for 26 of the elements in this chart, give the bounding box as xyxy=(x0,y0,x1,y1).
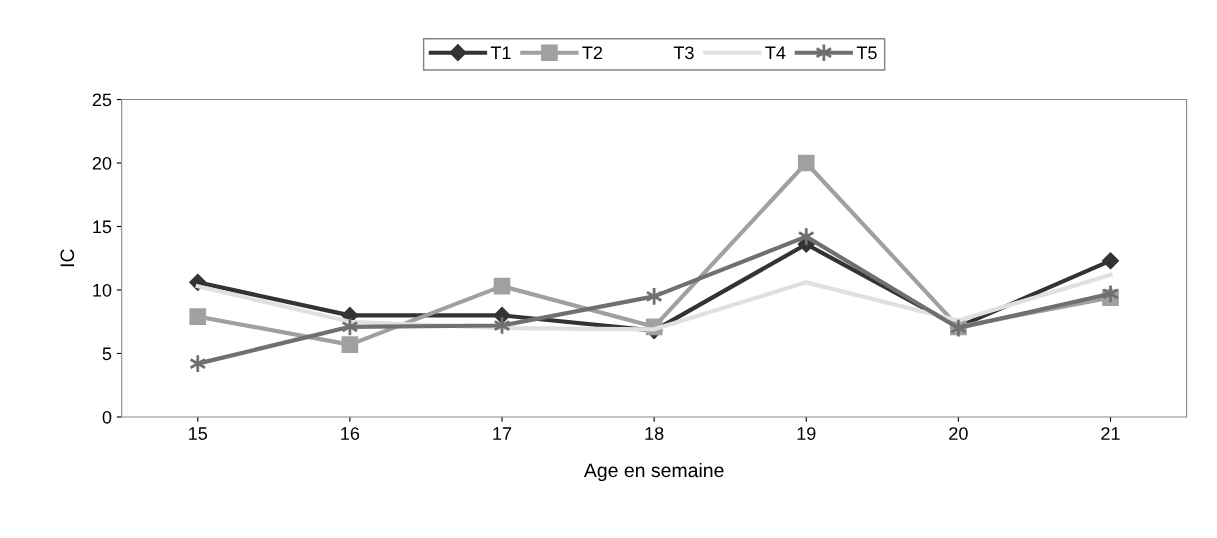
legend-label: T5 xyxy=(856,46,877,60)
x-tick-label: 16 xyxy=(341,427,360,440)
y-tick-label: 0 xyxy=(102,410,112,424)
point xyxy=(189,308,207,325)
x-axis-title: Age en semaine xyxy=(583,462,724,482)
x-tick-label: 21 xyxy=(1101,427,1120,440)
point xyxy=(341,336,359,353)
legend-label: T1 xyxy=(490,46,511,60)
y-tick-label: 10 xyxy=(93,283,112,297)
point xyxy=(493,277,511,295)
point xyxy=(797,154,815,172)
y-tick-label: 15 xyxy=(93,220,112,234)
legend-label: T2 xyxy=(582,46,603,60)
y-axis-title: IC xyxy=(60,249,75,267)
legend-label: T4 xyxy=(765,46,786,60)
x-tick-label: 19 xyxy=(797,427,816,440)
y-tick-label: 20 xyxy=(92,156,112,170)
y-tick-label: 25 xyxy=(92,93,112,107)
point xyxy=(1101,252,1120,270)
x-tick-label: 18 xyxy=(645,427,664,440)
x-tick-label: 20 xyxy=(949,427,968,440)
point xyxy=(493,306,511,324)
text: T3 xyxy=(673,46,694,60)
x-tick-label: 15 xyxy=(189,427,208,440)
x-tick-label: 17 xyxy=(493,427,512,440)
y-tick-label: 5 xyxy=(102,347,112,361)
